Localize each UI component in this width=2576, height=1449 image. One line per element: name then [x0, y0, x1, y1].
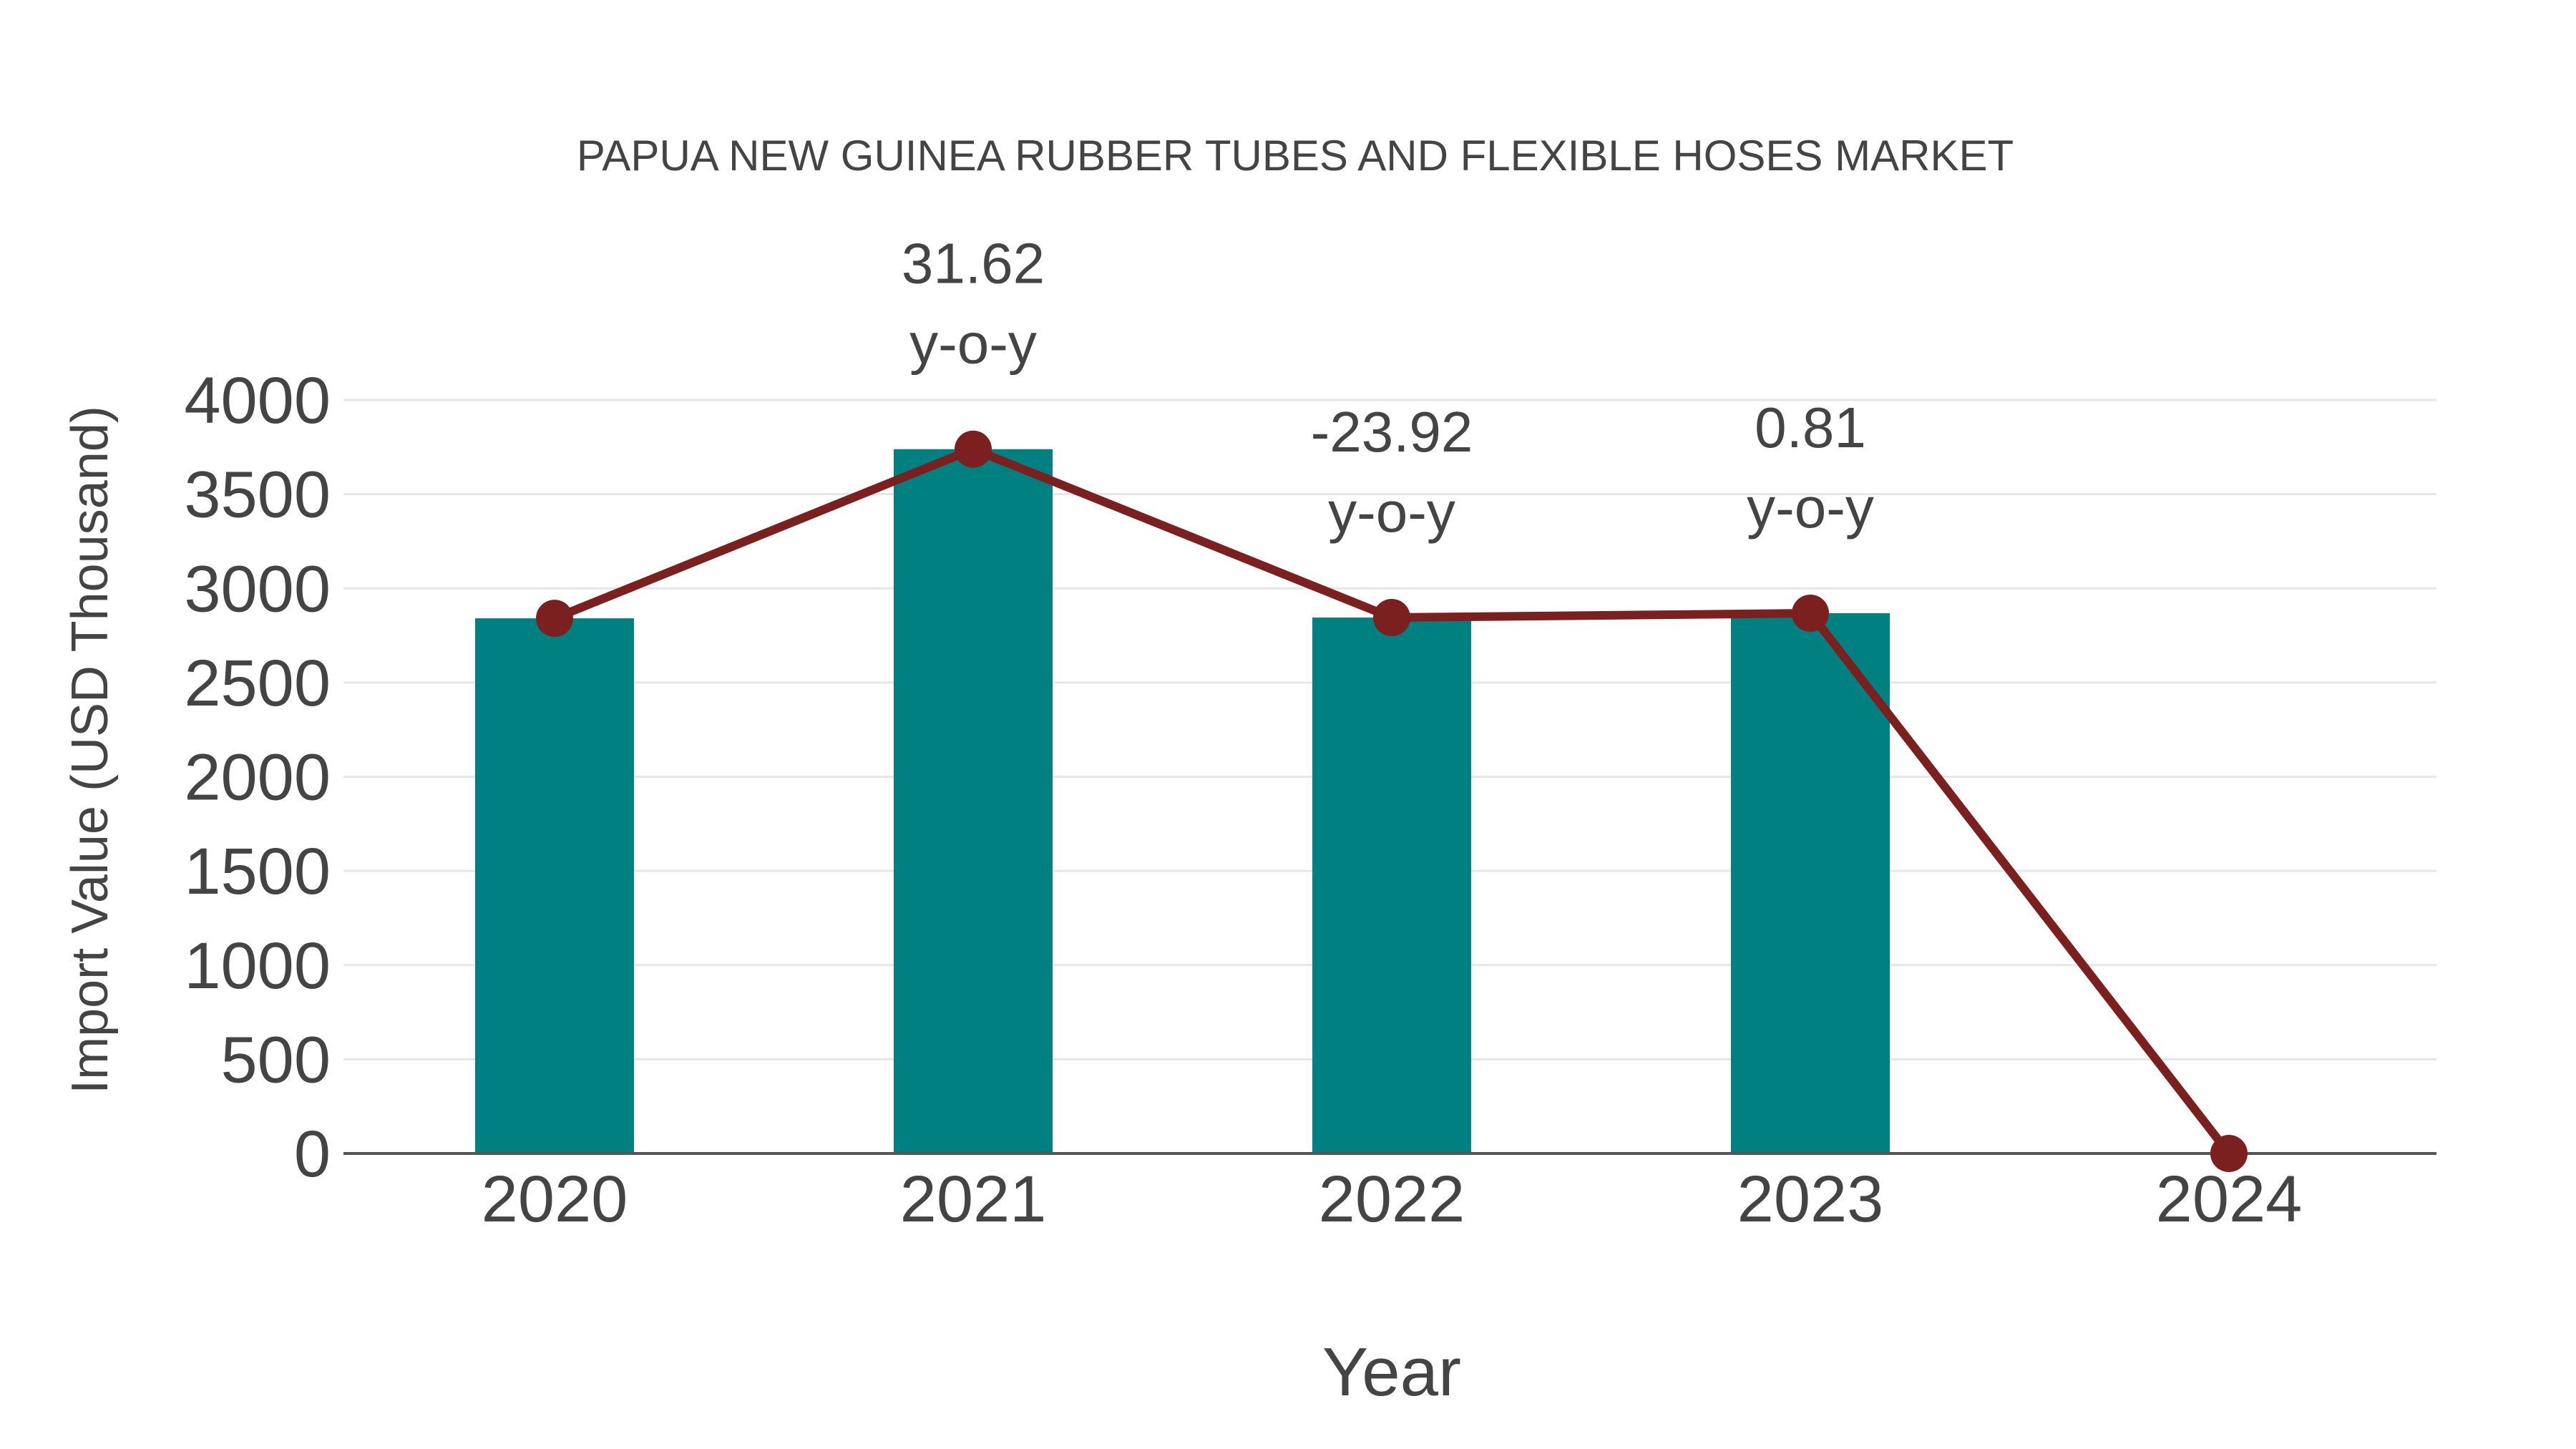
marker-2021: [955, 430, 992, 468]
annotation-suffix: y-o-y: [909, 312, 1037, 376]
marker-2023: [1792, 594, 1829, 632]
marker-2020: [536, 600, 573, 638]
y-tick-label: 2000: [184, 741, 331, 814]
y-tick-label: 4000: [184, 364, 331, 437]
bar-series: [475, 449, 1890, 1153]
annotation-suffix: y-o-y: [1328, 480, 1455, 544]
annotation-value: 31.62: [902, 232, 1045, 296]
x-tick-label: 2020: [482, 1163, 628, 1236]
x-tick-label: 2024: [2156, 1163, 2303, 1236]
bar-2020: [475, 618, 634, 1153]
x-tick-label: 2022: [1319, 1163, 1465, 1236]
bar-2022: [1312, 618, 1471, 1153]
y-tick-label: 0: [294, 1118, 331, 1191]
bar-2023: [1731, 613, 1890, 1153]
bar-2021: [894, 449, 1053, 1153]
y-tick-label: 1000: [184, 930, 331, 1002]
y-axis-ticks: 0 500 1000 1500 2000 2500 3000 3500 4000: [184, 364, 331, 1191]
annotation-suffix: y-o-y: [1747, 476, 1874, 540]
y-tick-label: 1500: [184, 835, 331, 908]
y-tick-label: 2500: [184, 647, 331, 720]
yoy-annotations: 31.62 y-o-y -23.92 y-o-y 0.81 y-o-y: [902, 232, 1874, 544]
y-tick-label: 500: [221, 1023, 331, 1096]
line-series: [536, 430, 2248, 1172]
x-tick-label: 2021: [900, 1163, 1047, 1236]
x-axis-ticks: 2020 2021 2022 2023 2024: [482, 1163, 2303, 1236]
marker-2022: [1373, 599, 1410, 637]
marker-2024: [2210, 1135, 2248, 1172]
annotation-value: -23.92: [1311, 400, 1473, 464]
y-axis-title: Import Value (USD Thousand): [62, 406, 119, 1094]
chart-title: PAPUA NEW GUINEA RUBBER TUBES AND FLEXIB…: [577, 132, 2014, 180]
annotation-value: 0.81: [1755, 396, 1866, 459]
y-tick-label: 3000: [184, 552, 331, 625]
y-tick-label: 3500: [184, 459, 331, 532]
x-axis-title: Year: [1322, 1334, 1461, 1410]
x-tick-label: 2023: [1737, 1163, 1884, 1236]
